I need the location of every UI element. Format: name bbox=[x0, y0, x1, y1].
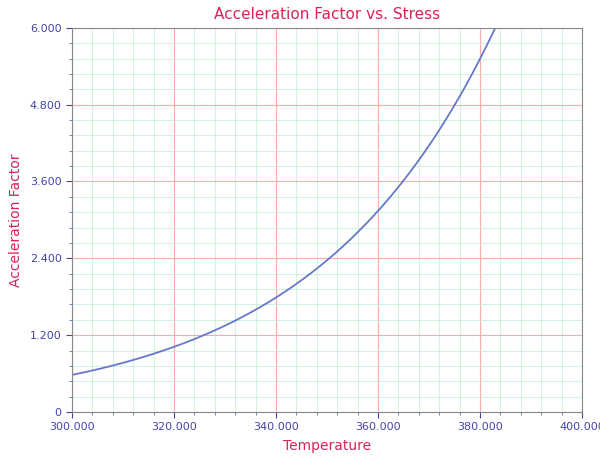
X-axis label: Temperature: Temperature bbox=[283, 439, 371, 453]
Title: Acceleration Factor vs. Stress: Acceleration Factor vs. Stress bbox=[214, 7, 440, 22]
Y-axis label: Acceleration Factor: Acceleration Factor bbox=[9, 153, 23, 287]
